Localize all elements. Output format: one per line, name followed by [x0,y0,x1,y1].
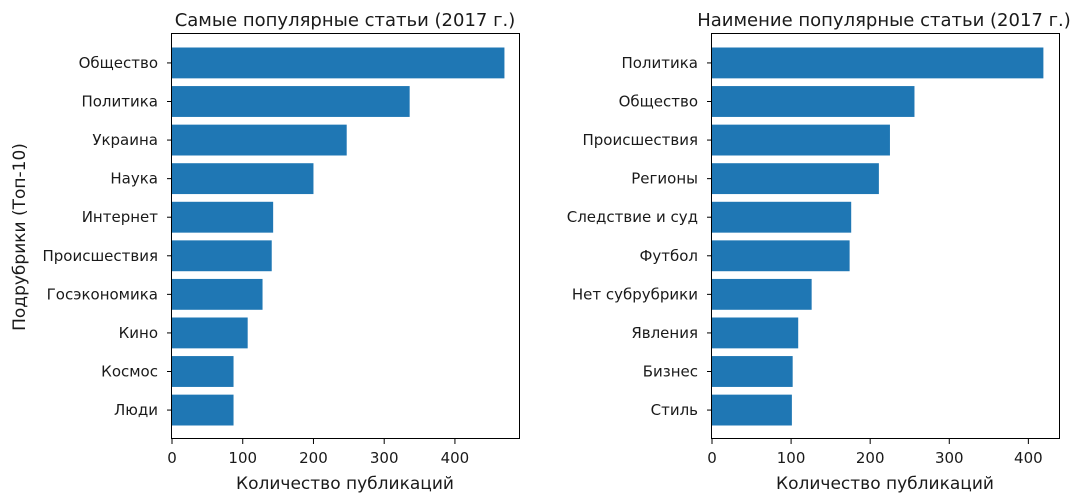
x-tick-label: 300 [370,449,399,467]
bar-left-3 [172,163,314,195]
bar-right-8 [712,356,793,387]
x-tick-label: 100 [228,449,257,467]
right-x-tick-labels: 0 100 200 300 400 [707,439,1043,467]
y-tick-label: Люди [114,401,158,419]
bar-right-7 [712,317,799,349]
x-tick-label: 300 [935,449,964,467]
y-tick-label: Наука [110,170,158,188]
y-tick-label: Украина [92,131,158,149]
y-tick-label: Политика [621,54,698,72]
bar-right-0 [712,47,1044,79]
bar-left-1 [172,86,410,117]
y-tick-label: Нет субрубрики [572,285,698,303]
y-tick-label: Футбол [639,247,698,265]
bar-left-7 [172,317,248,349]
y-tick-label: Явления [631,324,698,342]
right-chart-title: Наимение популярные статьи (2017 г.) [697,10,1071,31]
y-tick-label: Происшествия [582,131,698,149]
left-bars-group [172,47,505,426]
right-y-tick-labels: Политика Общество Происшествия Регионы Следс… [567,54,712,419]
y-tick-label: Общество [619,93,698,111]
bar-right-5 [712,240,850,272]
bar-right-9 [712,394,792,426]
right-bars-group [712,47,1044,426]
left-plot-frame [171,33,520,439]
y-tick-label: Бизнес [643,363,698,381]
y-tick-label: Кино [119,324,158,342]
left-x-axis-label: Количество публикаций [236,474,454,494]
y-tick-label: Регионы [631,170,698,188]
x-tick-label: 0 [167,449,177,467]
y-tick-label: Политика [81,93,158,111]
x-tick-label: 100 [777,449,806,467]
bar-left-2 [172,124,347,156]
x-tick-label: 200 [299,449,328,467]
bar-right-2 [712,124,890,156]
x-tick-label: 200 [856,449,885,467]
bar-left-9 [172,394,234,426]
bar-right-3 [712,163,879,195]
right-x-axis-label: Количество публикаций [776,474,994,494]
shared-y-axis-label: Подрубрики (Топ-10) [10,143,30,331]
x-tick-label: 400 [1014,449,1043,467]
bar-right-6 [712,278,812,310]
bar-left-0 [172,47,505,79]
left-y-tick-labels: Общество Политика Украина Наука Интернет Прои… [42,54,172,419]
y-tick-label: Происшествия [42,247,158,265]
y-tick-label: Интернет [82,208,159,226]
x-tick-label: 400 [441,449,470,467]
right-chart-panel: Наимение популярные статьи (2017 г.) Пол… [567,10,1071,494]
right-plot-frame [711,33,1060,439]
bar-left-8 [172,356,234,387]
y-tick-label: Стиль [651,401,698,419]
y-tick-label: Следствие и суд [567,208,698,226]
y-tick-label: Космос [101,363,158,381]
bar-left-6 [172,278,263,310]
bar-left-4 [172,201,274,233]
left-chart-panel: Самые популярные статьи (2017 г.) Общест… [42,10,520,494]
bar-left-5 [172,240,272,272]
left-chart-title: Самые популярные статьи (2017 г.) [175,10,516,31]
x-tick-label: 0 [707,449,717,467]
bar-right-1 [712,86,915,117]
left-x-tick-labels: 0 100 200 300 400 [167,439,469,467]
y-tick-label: Госэкономика [47,285,158,303]
bar-right-4 [712,201,852,233]
y-tick-label: Общество [79,54,158,72]
